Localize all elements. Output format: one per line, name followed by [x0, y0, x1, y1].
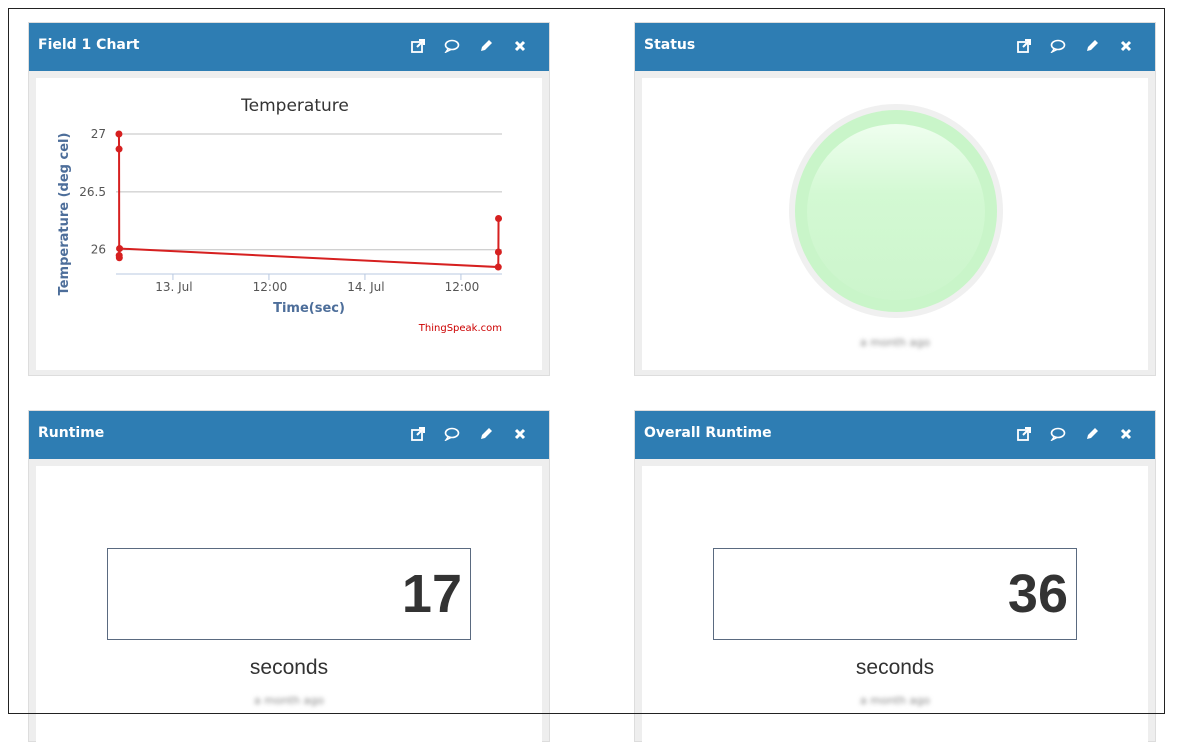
x-tick-label: 12:00	[445, 280, 480, 294]
unit-label: seconds	[249, 656, 329, 679]
panel-header: Runtime	[29, 411, 549, 459]
thingspeak-credit: ThingSpeak.com	[418, 323, 502, 334]
pencil-icon[interactable]	[1083, 425, 1101, 443]
unit-label: seconds	[855, 656, 935, 679]
panel-title: Runtime	[38, 425, 105, 441]
status-panel: Status a month ago	[634, 22, 1156, 376]
y-axis-label: Temperature (deg cel)	[57, 133, 72, 296]
close-icon[interactable]	[1117, 425, 1135, 443]
pencil-icon[interactable]	[477, 425, 495, 443]
panel-title: Overall Runtime	[644, 425, 772, 441]
comment-icon[interactable]	[443, 37, 461, 55]
panel-body: a month ago	[642, 78, 1148, 370]
x-axis-label: Time(sec)	[273, 301, 345, 316]
numeric-display: 36	[713, 548, 1077, 640]
y-tick-label: 26.5	[79, 185, 106, 199]
panel-header: Status	[635, 23, 1155, 71]
y-tick-label: 26	[91, 243, 106, 257]
overall-runtime-timestamp: a month ago	[860, 694, 930, 707]
data-point	[495, 214, 503, 222]
field-1-chart-panel: Field 1 Chart Temperature 27 26.5 26 13. Jul…	[28, 22, 550, 376]
chart-title: Temperature	[240, 96, 349, 116]
panel-body: 36 seconds a month ago	[642, 466, 1148, 746]
panel-actions	[1015, 37, 1135, 55]
runtime-panel: Runtime 17 seconds a month ago	[28, 410, 550, 746]
y-tick-label: 27	[91, 127, 106, 141]
overall-runtime-value: 36	[1007, 564, 1068, 624]
data-point	[494, 263, 502, 271]
panel-actions	[409, 37, 529, 55]
temperature-chart: Temperature 27 26.5 26 13. Jul 12:00 14. Jul 12…	[57, 96, 503, 334]
status-lamp	[789, 104, 1003, 318]
data-point	[115, 130, 123, 138]
panel-body: 17 seconds a month ago	[36, 466, 542, 746]
external-link-icon[interactable]	[409, 425, 427, 443]
close-icon[interactable]	[511, 37, 529, 55]
external-link-icon[interactable]	[409, 37, 427, 55]
panel-header: Field 1 Chart	[29, 23, 549, 71]
x-tick-label: 14. Jul	[347, 280, 384, 294]
close-icon[interactable]	[1117, 37, 1135, 55]
panel-title: Status	[644, 37, 696, 53]
runtime-timestamp: a month ago	[254, 694, 324, 707]
status-timestamp: a month ago	[860, 336, 930, 349]
data-point	[115, 145, 123, 153]
panel-actions	[409, 425, 529, 443]
x-tick-label: 12:00	[253, 280, 288, 294]
data-point	[116, 245, 124, 253]
panel-actions	[1015, 425, 1135, 443]
series-line	[117, 133, 500, 269]
data-point	[115, 254, 123, 262]
pencil-icon[interactable]	[1083, 37, 1101, 55]
numeric-display: 17	[107, 548, 471, 640]
external-link-icon[interactable]	[1015, 37, 1033, 55]
panel-header: Overall Runtime	[635, 411, 1155, 459]
comment-icon[interactable]	[1049, 425, 1067, 443]
runtime-value: 17	[401, 564, 462, 624]
pencil-icon[interactable]	[477, 37, 495, 55]
panel-body: Temperature 27 26.5 26 13. Jul 12:00 14. Jul 12…	[36, 78, 542, 370]
comment-icon[interactable]	[1049, 37, 1067, 55]
external-link-icon[interactable]	[1015, 425, 1033, 443]
overall-runtime-panel: Overall Runtime 36 seconds a month ago	[634, 410, 1156, 746]
comment-icon[interactable]	[443, 425, 461, 443]
close-icon[interactable]	[511, 425, 529, 443]
x-tick-label: 13. Jul	[155, 280, 192, 294]
data-point	[494, 248, 502, 256]
panel-title: Field 1 Chart	[38, 37, 140, 53]
